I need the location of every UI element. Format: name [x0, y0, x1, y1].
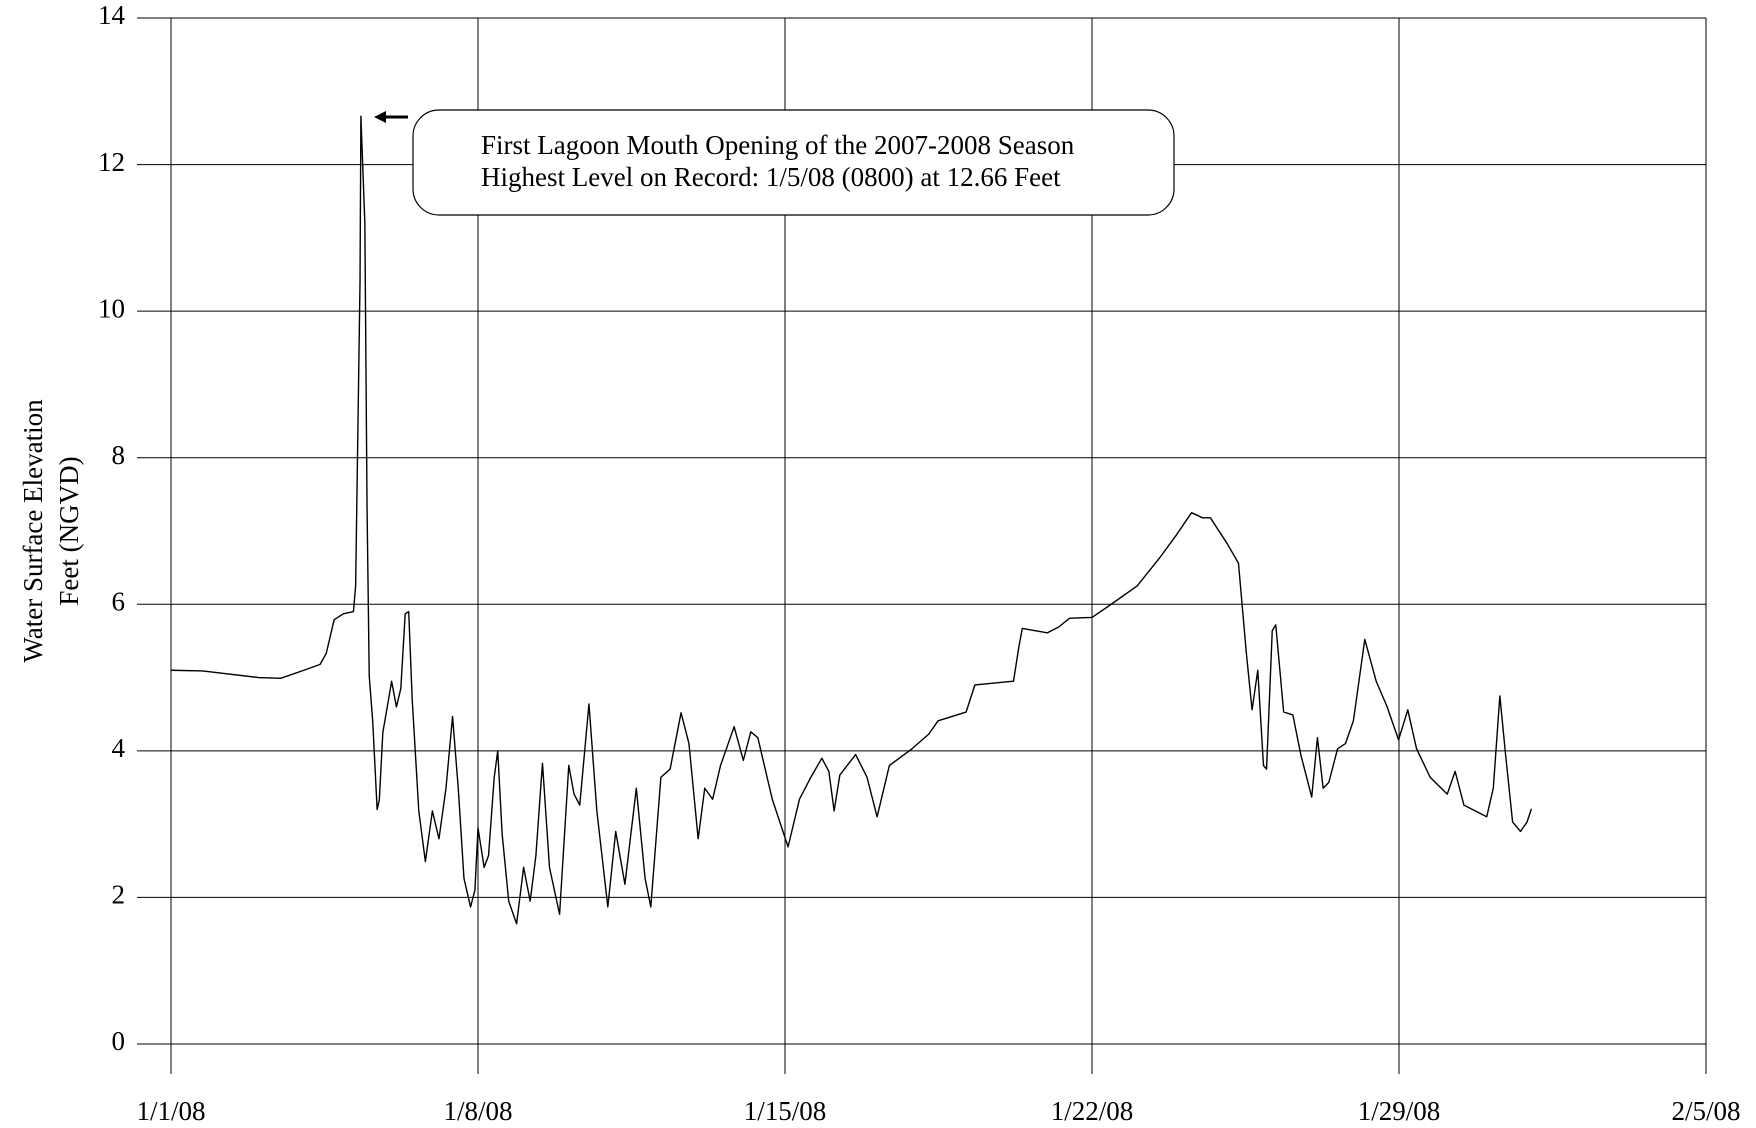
- y-tick-label: 2: [112, 880, 126, 910]
- x-tick-label: 1/15/08: [744, 1096, 827, 1126]
- annotation-text: First Lagoon Mouth Opening of the 2007-2…: [481, 130, 1075, 160]
- y-tick-label: 14: [98, 0, 126, 30]
- y-tick-label: 6: [112, 586, 126, 616]
- x-tick-label: 1/1/08: [136, 1096, 205, 1126]
- data-line: [170, 115, 1533, 925]
- y-tick-label: 8: [112, 440, 126, 470]
- y-tick-label: 0: [112, 1026, 126, 1056]
- y-tick-label: 10: [98, 293, 125, 323]
- x-tick-label: 1/29/08: [1358, 1096, 1441, 1126]
- x-tick-label: 1/22/08: [1051, 1096, 1134, 1126]
- y-axis-label-line: Feet (NGVD): [54, 456, 84, 605]
- annotation-box: [412, 109, 1175, 216]
- annotation-text: Highest Level on Record: 1/5/08 (0800) a…: [481, 162, 1061, 192]
- y-tick-label: 12: [98, 147, 125, 177]
- x-tick-label: 2/5/08: [1671, 1096, 1740, 1126]
- y-tick-label: 4: [112, 733, 126, 763]
- x-tick-label: 1/8/08: [443, 1096, 512, 1126]
- y-axis-label-line: Water Surface Elevation: [18, 399, 48, 663]
- annotation-arrowhead: [374, 111, 386, 123]
- y-axis-label: Water Surface Elevation Feet (NGVD): [18, 399, 84, 663]
